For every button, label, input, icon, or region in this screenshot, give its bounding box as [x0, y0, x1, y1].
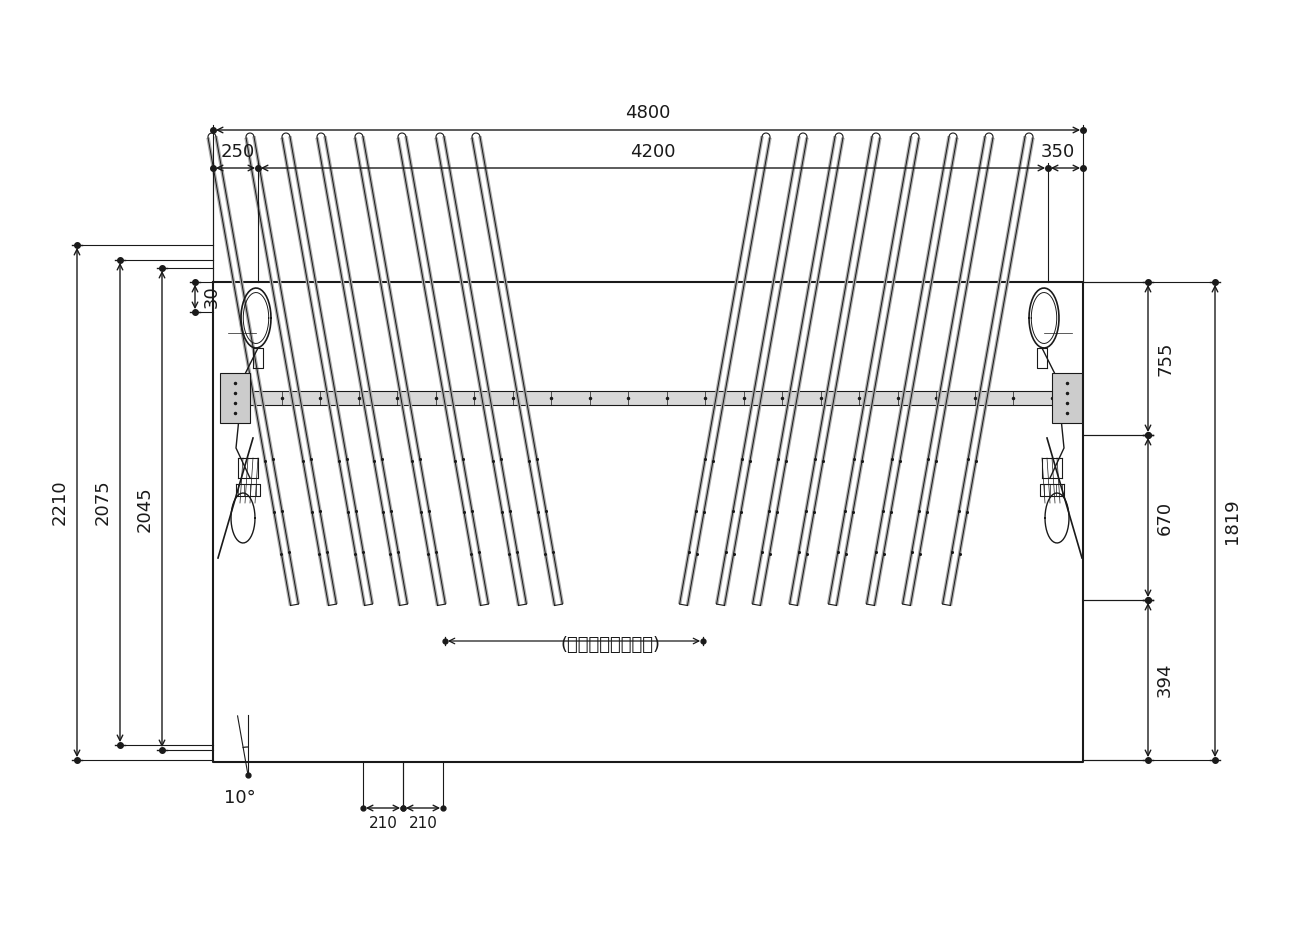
Bar — [226, 391, 1070, 405]
Text: 250: 250 — [222, 143, 255, 161]
Bar — [1052, 373, 1082, 423]
Text: 210: 210 — [368, 816, 398, 831]
Text: 2075: 2075 — [95, 479, 111, 525]
Text: 30: 30 — [203, 285, 222, 308]
Text: 755: 755 — [1156, 342, 1174, 375]
Bar — [220, 373, 250, 423]
Text: 394: 394 — [1156, 663, 1174, 697]
Text: 4800: 4800 — [625, 104, 671, 122]
Text: 670: 670 — [1156, 501, 1174, 534]
Text: 210: 210 — [408, 816, 438, 831]
Text: 350: 350 — [1041, 143, 1074, 161]
Text: 10°: 10° — [224, 789, 255, 807]
Text: 1819: 1819 — [1223, 498, 1242, 544]
Text: 2045: 2045 — [136, 486, 154, 532]
Text: 2210: 2210 — [51, 479, 69, 525]
Text: 4200: 4200 — [630, 143, 675, 161]
Text: (スライドスペース): (スライドスペース) — [560, 636, 660, 654]
